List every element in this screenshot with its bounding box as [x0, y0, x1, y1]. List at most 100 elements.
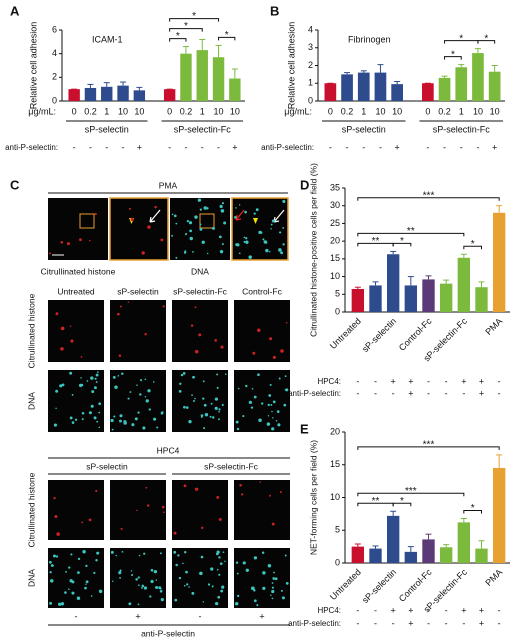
cell [261, 551, 265, 554]
bar [404, 551, 418, 563]
bar [163, 89, 176, 101]
significance-label: *** [423, 440, 435, 451]
cell [139, 393, 142, 396]
row-value: - [462, 618, 465, 628]
cell [250, 406, 254, 409]
bar [475, 548, 488, 563]
bar [101, 86, 113, 101]
texture [110, 372, 164, 431]
cell [77, 557, 81, 561]
cell [202, 601, 205, 603]
cell [186, 219, 190, 223]
group-label: sP-selectin-Fc [433, 124, 491, 134]
row-label: anti-P-selectin: [288, 389, 341, 398]
texture [48, 212, 97, 255]
row-value: - [356, 388, 359, 398]
cell [258, 418, 262, 423]
bar [68, 89, 80, 101]
cell [69, 371, 73, 375]
cell [211, 585, 214, 588]
cell [94, 212, 97, 216]
significance-label: * [176, 31, 180, 42]
bar [472, 53, 484, 101]
cell [145, 486, 148, 489]
cell [95, 489, 98, 493]
bar [488, 71, 501, 101]
texture [110, 550, 164, 606]
cell [85, 580, 89, 584]
cell [218, 410, 220, 413]
x-tick-label: 1 [104, 106, 109, 116]
texture [235, 551, 289, 607]
cell [261, 402, 264, 405]
row-value: - [374, 376, 377, 386]
row-value: - [168, 142, 171, 152]
bar [457, 522, 471, 563]
cell [56, 532, 60, 536]
cell [173, 550, 177, 554]
cell [81, 411, 85, 415]
significance-bracket [169, 28, 203, 32]
bar [439, 283, 453, 312]
row-label: Citrullinated histone [26, 472, 36, 547]
cell [282, 199, 286, 204]
cell [267, 563, 272, 568]
cell [180, 373, 184, 377]
texture [239, 481, 282, 526]
bar [475, 287, 488, 312]
cell [159, 589, 163, 593]
cell [245, 240, 249, 244]
cell [81, 521, 84, 524]
cell [267, 403, 270, 407]
cell [52, 554, 56, 558]
cell [194, 397, 196, 400]
row-label: Citrullinated histone [26, 293, 36, 368]
cell [207, 583, 211, 586]
bar [386, 254, 400, 312]
treatment-label: HPC4 [157, 445, 180, 455]
cell [85, 583, 87, 585]
cell [119, 576, 121, 579]
row-label: HPC4: [317, 606, 341, 615]
cell [267, 415, 270, 417]
cell [156, 426, 159, 429]
x-tick-label: 10 [230, 106, 240, 116]
cell [223, 221, 227, 225]
y-tick-label: 0 [335, 306, 340, 316]
row-value: - [445, 376, 448, 386]
bar [212, 57, 225, 101]
row-value: - [427, 605, 430, 615]
cell [195, 487, 199, 491]
cell [183, 405, 186, 409]
significance-label: * [400, 236, 404, 247]
cell [113, 415, 116, 418]
x-tick-label: 0 [425, 106, 430, 116]
cell [272, 400, 276, 404]
cell [64, 591, 67, 594]
texture [48, 550, 103, 606]
y-axis-label: Relative cell adhesion [286, 22, 296, 110]
cell [91, 390, 95, 394]
cell [238, 252, 241, 255]
y-tick-label: 4 [308, 24, 313, 34]
cell [130, 217, 134, 222]
sign: + [259, 611, 264, 621]
cell [271, 589, 275, 594]
row-value: + [479, 605, 484, 615]
row-value: - [498, 605, 501, 615]
cell [262, 571, 266, 575]
cell [259, 481, 262, 483]
significance-bracket [357, 242, 394, 247]
cell [131, 573, 134, 577]
cell [185, 406, 189, 409]
cell [81, 418, 84, 421]
cell [88, 239, 91, 242]
cell [90, 595, 93, 597]
bar [422, 83, 434, 101]
cell [144, 396, 147, 398]
cell [120, 527, 123, 530]
category-label: μg/mL: [284, 106, 312, 116]
cell [48, 560, 52, 564]
texture [128, 205, 164, 255]
y-tick-label: 35 [330, 182, 340, 192]
